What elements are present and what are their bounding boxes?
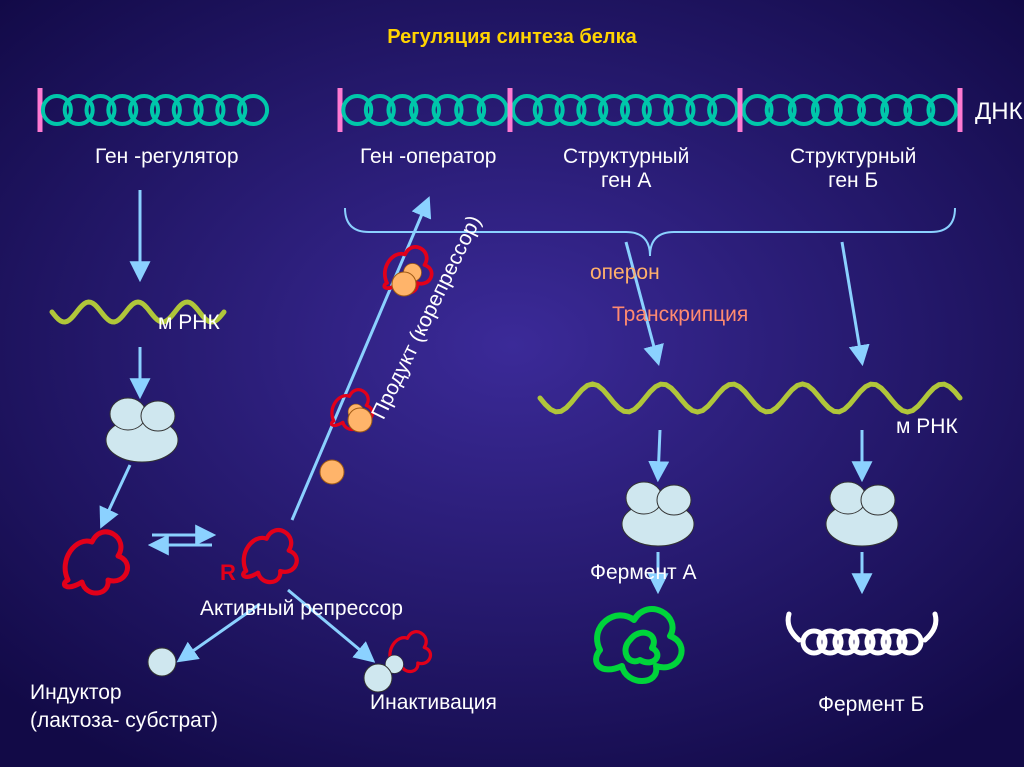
transcription-label: Транскрипция xyxy=(612,303,748,327)
inactivation-label: Инактивация xyxy=(370,691,497,715)
gene-operator-label: Ген -оператор xyxy=(360,145,496,169)
mrna-left-label: м РНК xyxy=(158,311,220,335)
inducer-label-2: (лактоза- субстрат) xyxy=(30,709,218,733)
gene-regulator-label: Ген -регулятор xyxy=(95,145,239,169)
active-repressor-label: Активный репрессор xyxy=(200,597,403,621)
gene-struct-a-label: Структурный ген А xyxy=(563,145,689,193)
enzyme-b-label: Фермент Б xyxy=(818,693,924,717)
gene-struct-b-label: Структурный ген Б xyxy=(790,145,916,193)
page-title: Регуляция синтеза белка xyxy=(387,26,636,49)
operon-label: оперон xyxy=(590,261,660,285)
mrna-right-label: м РНК xyxy=(896,415,958,439)
enzyme-a-label: Фермент А xyxy=(590,561,697,585)
inducer-label-1: Индуктор xyxy=(30,681,122,705)
dna-label: ДНК xyxy=(975,98,1023,126)
diagram-stage xyxy=(0,0,1024,767)
r-label: R xyxy=(220,560,236,586)
diagram-svg xyxy=(0,0,1024,767)
